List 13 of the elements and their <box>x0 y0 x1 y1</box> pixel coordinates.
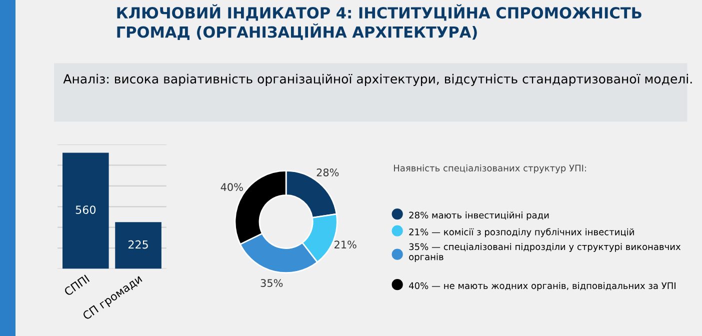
data-label: 21% <box>334 240 356 248</box>
data-label: 40% <box>220 183 243 192</box>
legend-label: 28% мають інвестиційні ради <box>409 212 549 220</box>
legend-label: 35% — спеціалізовані підрозділи у структурі виконавчих органів <box>409 243 681 262</box>
legend-title: Наявність спеціалізованих структур УПІ: <box>394 164 586 174</box>
data-label: 225 <box>128 240 148 249</box>
data-label: 28% <box>316 168 339 176</box>
data-label: 35% <box>260 279 283 287</box>
text: Аналіз: висока варіативність організаційної архітектури, відсутність стандартизованої моделі. <box>63 74 692 86</box>
legend-label: 40% — не мають жодних органів, відповідальних за УПІ <box>409 282 676 291</box>
legend-label: 21% — комісії з розподілу публічних інвестицій <box>409 228 634 238</box>
data-label: 560 <box>76 206 96 214</box>
text: КЛЮЧОВИЙ ІНДИКАТОР 4: ІНСТИТУЦІЙНА СПРОМОЖНІСТЬ ГРОМАД (ОРГАНІЗАЦІЙНА АРХІТЕКТУРА) <box>117 4 642 40</box>
